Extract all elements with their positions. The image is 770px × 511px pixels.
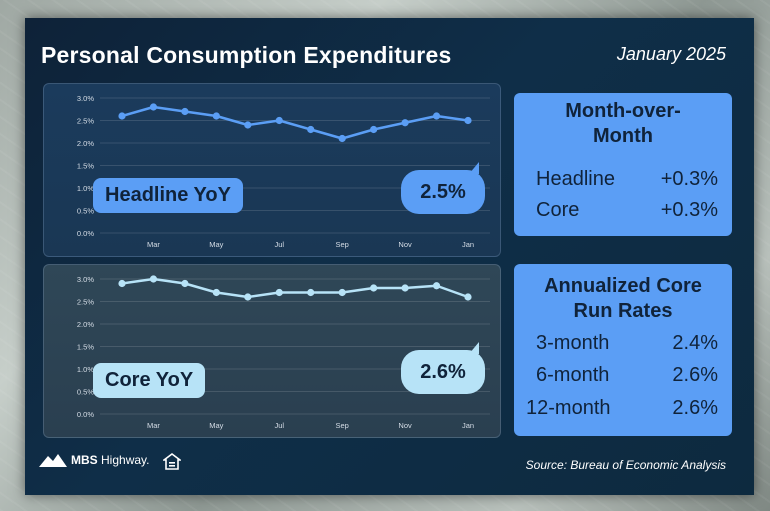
x-tick-label: Nov xyxy=(398,421,412,430)
data-point xyxy=(464,293,472,301)
data-point xyxy=(370,284,378,292)
infographic-card: Personal Consumption Expenditures Januar… xyxy=(25,18,754,495)
data-point xyxy=(432,282,441,290)
series-line xyxy=(121,277,469,299)
core-chart-label: Core YoY xyxy=(93,363,206,398)
data-point xyxy=(149,103,158,111)
mountain-icon xyxy=(39,454,67,467)
source-note: Source: Bureau of Economic Analysis xyxy=(525,458,726,472)
y-tick-label: 1.0% xyxy=(77,184,94,193)
x-tick-label: Sep xyxy=(336,240,349,249)
x-tick-label: Mar xyxy=(147,240,160,249)
x-tick-label: Jan xyxy=(462,240,474,249)
mom-title: Month-over- Month xyxy=(514,93,732,149)
y-tick-label: 3.0% xyxy=(77,275,94,284)
y-tick-label: 0.5% xyxy=(77,207,94,216)
x-tick-label: Nov xyxy=(398,240,412,249)
mom-title-line2: Month xyxy=(593,125,653,147)
run-rate-value: 2.6% xyxy=(672,364,718,386)
x-tick-label: Jul xyxy=(274,421,284,430)
y-tick-label: 0.0% xyxy=(77,410,94,419)
run-rates-title-line1: Annualized Core xyxy=(544,275,702,297)
data-point xyxy=(275,288,283,297)
mom-row-core: Core +0.3% xyxy=(536,199,718,222)
run-rate-row-6m: 6-month 2.6% xyxy=(536,364,718,387)
headline-chart-label: Headline YoY xyxy=(93,178,243,213)
data-point xyxy=(244,293,252,301)
y-tick-label: 0.0% xyxy=(77,229,94,238)
data-point xyxy=(338,288,346,297)
report-date: January 2025 xyxy=(616,44,726,64)
run-rates-box: Annualized Core Run Rates 3-month 2.4% 6… xyxy=(514,264,732,436)
data-point xyxy=(212,112,220,120)
y-tick-label: 2.5% xyxy=(77,117,94,126)
series-line xyxy=(121,105,469,140)
brand-name: MBS xyxy=(71,453,98,467)
y-tick-label: 1.5% xyxy=(77,343,94,352)
run-rate-row-3m: 3-month 2.4% xyxy=(536,332,718,355)
data-point xyxy=(307,288,315,297)
run-rate-value: 2.4% xyxy=(672,332,718,354)
x-tick-label: Jan xyxy=(462,421,474,430)
month-over-month-box: Month-over- Month Headline +0.3% Core +0… xyxy=(514,93,732,236)
data-point xyxy=(149,275,158,283)
core-line-chart: 0.0% 0.5% 1.0% 1.5% 2.0% 2.5% 3.0% Mar May Jul Sep… xyxy=(77,275,490,430)
data-point xyxy=(181,107,189,116)
y-tick-label: 0.5% xyxy=(77,388,94,397)
y-tick-label: 1.5% xyxy=(77,162,94,171)
y-tick-label: 2.0% xyxy=(77,139,94,148)
run-rate-value: 2.6% xyxy=(672,397,718,419)
x-tick-label: Jul xyxy=(274,240,284,249)
x-tick-label: May xyxy=(209,421,223,430)
run-rate-label: 12-month xyxy=(526,397,611,419)
y-tick-label: 3.0% xyxy=(77,94,94,103)
data-point xyxy=(432,112,441,120)
data-point xyxy=(181,279,189,288)
mom-title-line1: Month-over- xyxy=(565,100,681,122)
headline-callout: 2.5% xyxy=(401,162,485,214)
core-chart-panel: 0.0% 0.5% 1.0% 1.5% 2.0% 2.5% 3.0% Mar May Jul Sep… xyxy=(43,264,501,438)
data-point xyxy=(307,125,315,134)
mom-row-label: Headline xyxy=(536,168,615,190)
mom-row-headline: Headline +0.3% xyxy=(536,168,718,191)
data-point xyxy=(118,279,126,288)
data-point xyxy=(401,284,409,292)
mom-row-label: Core xyxy=(536,199,580,221)
x-tick-label: Mar xyxy=(147,421,160,430)
page-title: Personal Consumption Expenditures xyxy=(41,42,452,68)
run-rate-row-12m: 12-month 2.6% xyxy=(526,397,718,420)
data-point xyxy=(118,112,126,120)
mom-row-value: +0.3% xyxy=(660,199,718,221)
core-callout: 2.6% xyxy=(401,342,485,394)
x-tick-label: Sep xyxy=(336,421,349,430)
y-tick-label: 1.0% xyxy=(77,365,94,374)
run-rates-title-line2: Run Rates xyxy=(573,300,673,322)
run-rate-label: 6-month xyxy=(536,364,610,386)
data-point xyxy=(212,288,220,297)
brand-suffix: Highway. xyxy=(101,453,150,467)
mom-row-value: +0.3% xyxy=(660,168,718,190)
run-rates-title: Annualized Core Run Rates xyxy=(514,264,732,324)
equal-housing-icon xyxy=(163,453,181,470)
data-point xyxy=(370,125,378,134)
headline-chart-panel: 0.0% 0.5% 1.0% 1.5% 2.0% 2.5% 3.0% Mar May Jul Sep… xyxy=(43,83,501,257)
data-point xyxy=(275,116,283,125)
data-point xyxy=(464,116,472,125)
data-point xyxy=(338,134,346,143)
y-tick-label: 2.5% xyxy=(77,298,94,307)
data-point xyxy=(244,121,252,129)
mbs-highway-logo: MBS Highway. xyxy=(39,453,149,467)
run-rate-label: 3-month xyxy=(536,332,610,354)
x-tick-label: May xyxy=(209,240,223,249)
y-tick-label: 2.0% xyxy=(77,320,94,329)
data-point xyxy=(401,119,409,127)
